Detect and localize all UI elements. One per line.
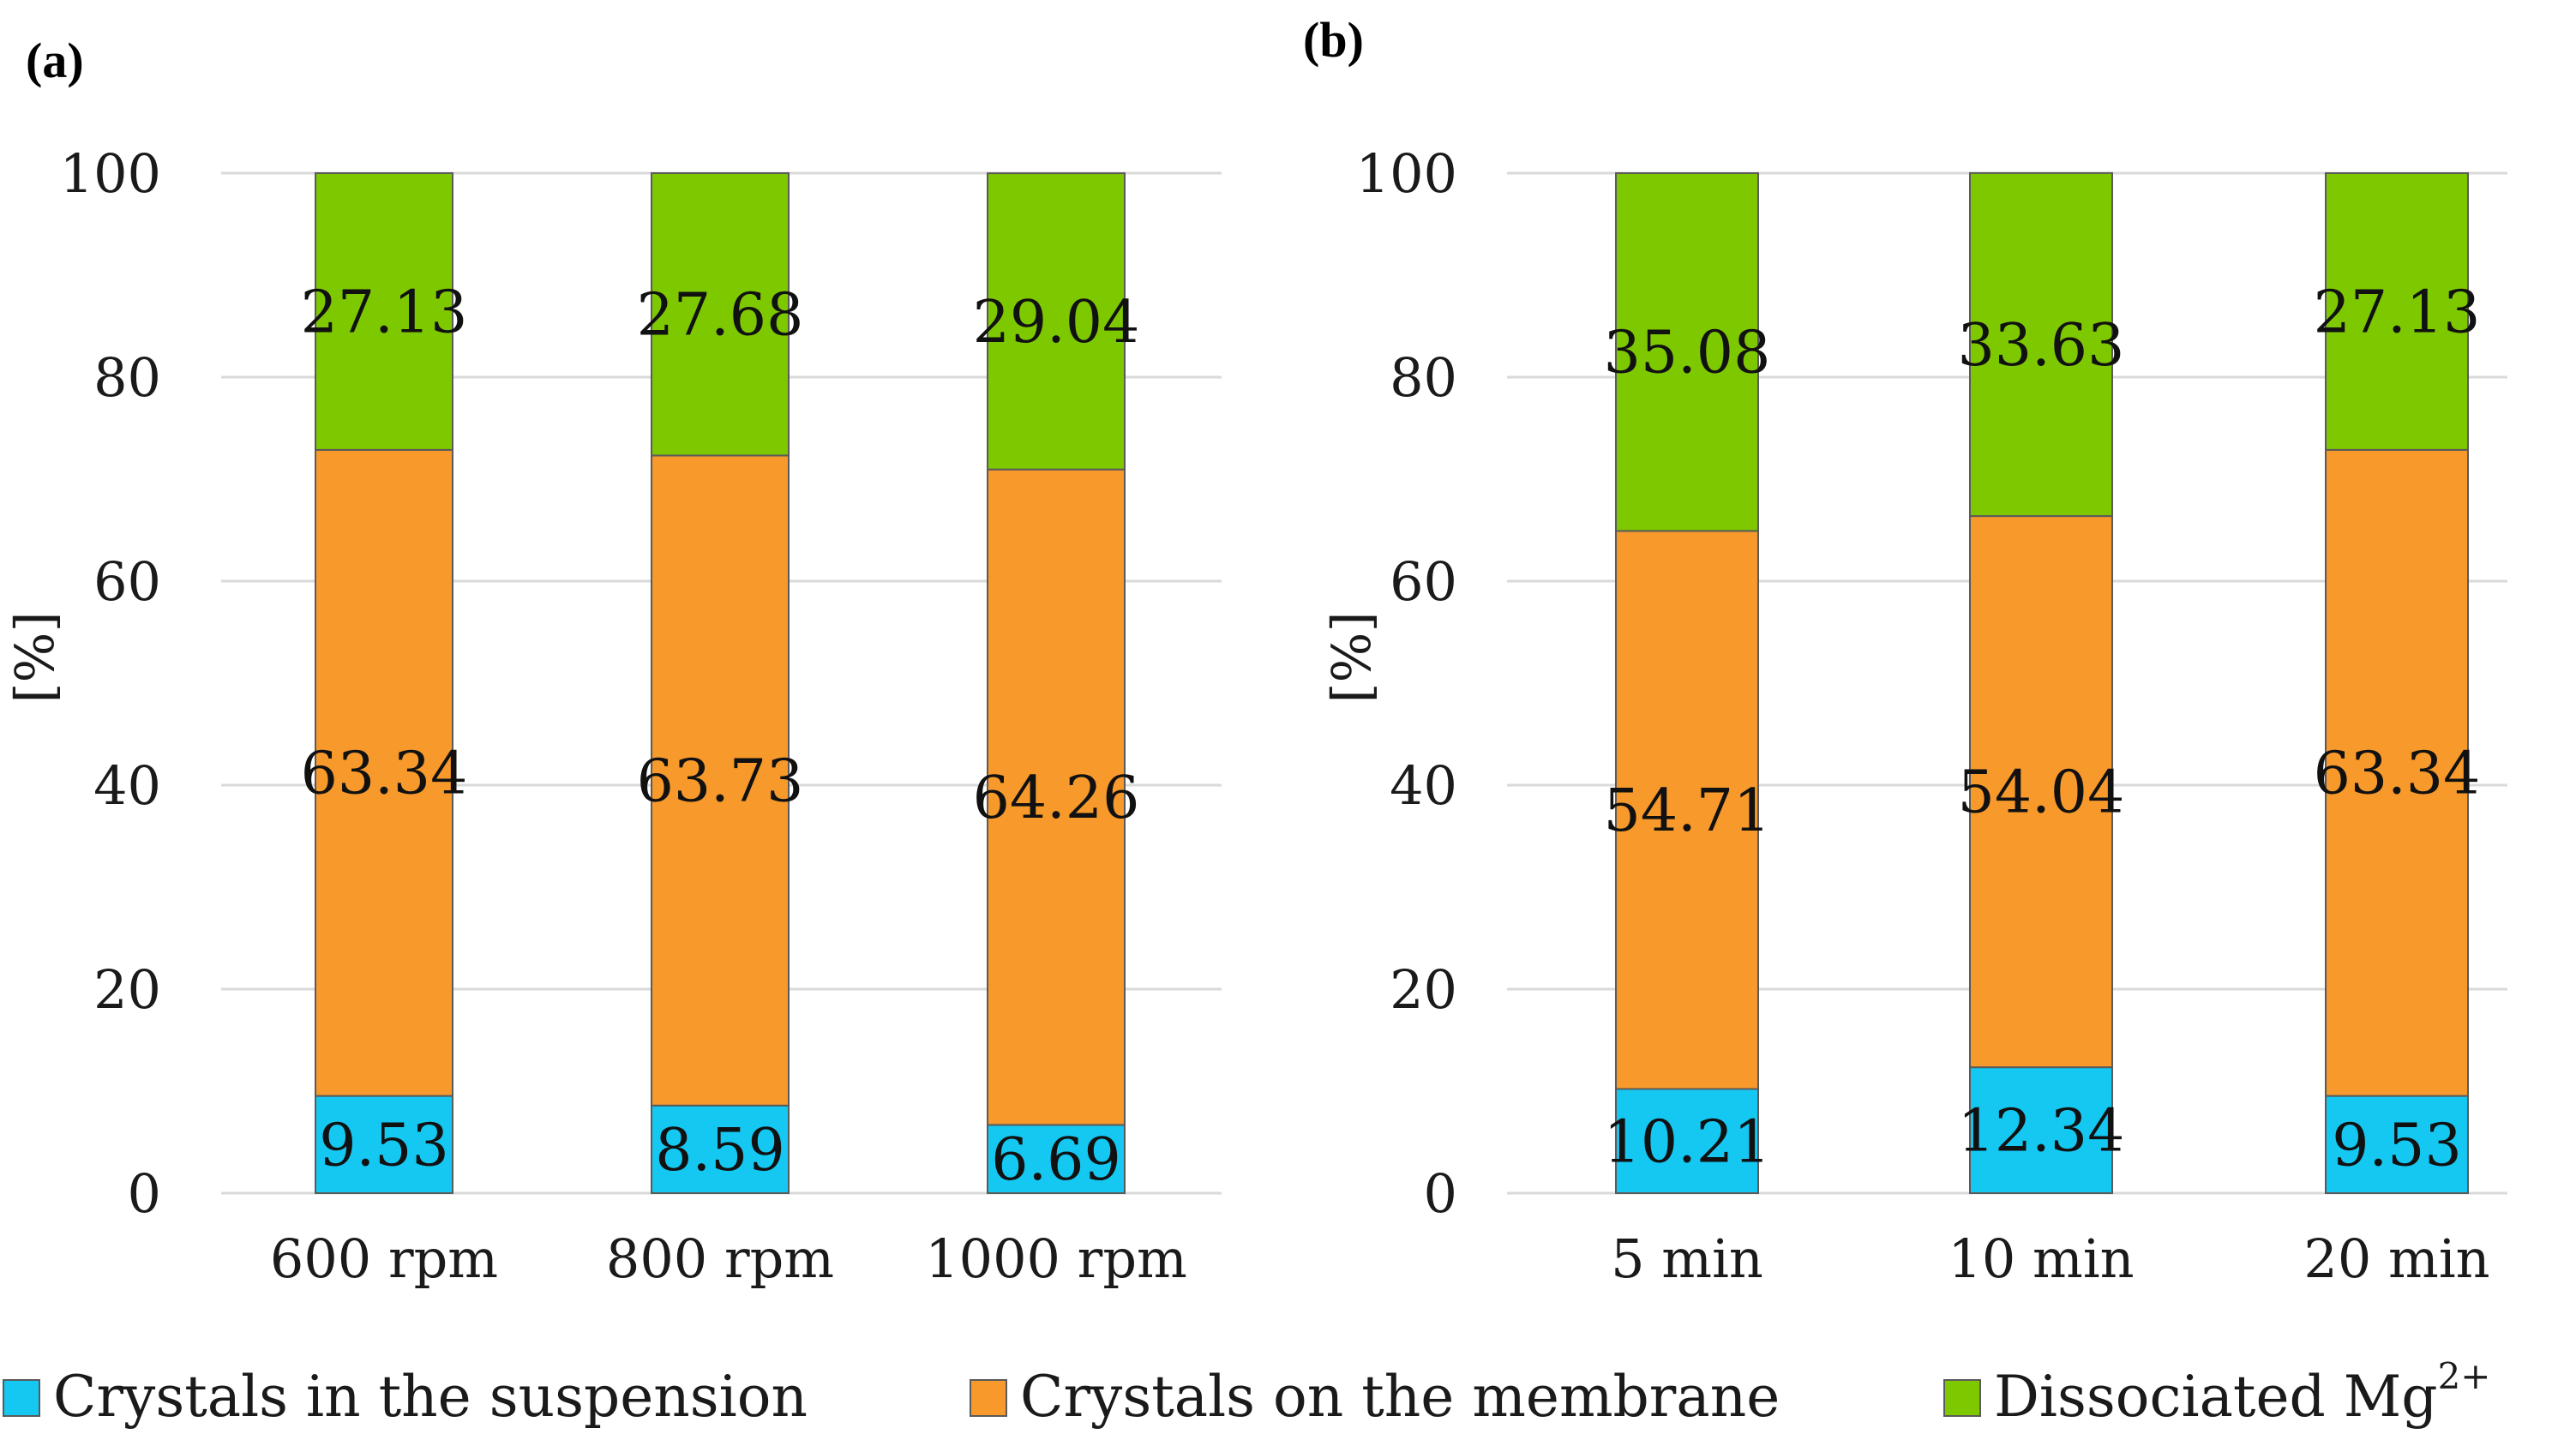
- legend-swatch-dissociated: [1943, 1379, 1981, 1417]
- bar-segment-dissociated: [315, 172, 453, 451]
- x-category-label: 600 rpm: [270, 1227, 498, 1290]
- data-label-suspension: 6.69: [991, 1126, 1120, 1194]
- data-label-membrane: 54.71: [1604, 777, 1771, 845]
- x-category-label: 1000 rpm: [925, 1227, 1187, 1290]
- y-tick-label: 40: [93, 754, 161, 817]
- chart-panel-1: (b) 0 20 40 60 80 100 [%] 10.21 54.71 35.08 5 min 12…: [1303, 12, 2507, 1290]
- bar-segment-suspension: [1969, 1066, 2113, 1195]
- y-axis-title: [%]: [3, 611, 66, 703]
- bar-segment-membrane: [315, 448, 453, 1097]
- data-label-dissociated: 35.08: [1604, 320, 1771, 387]
- data-label-suspension: 9.53: [2332, 1112, 2461, 1179]
- data-label-dissociated: 27.13: [2314, 279, 2481, 346]
- bar-segment-suspension: [1615, 1088, 1759, 1194]
- y-tick-label: 80: [93, 346, 161, 409]
- bar-segment-dissociated: [2325, 172, 2469, 451]
- legend: Crystals in the suspension Crystals on t…: [3, 1355, 2490, 1430]
- legend-label-membrane: Crystals on the membrane: [1020, 1364, 1780, 1430]
- y-tick-label: 60: [1390, 550, 1457, 613]
- data-label-suspension: 10.21: [1604, 1108, 1771, 1176]
- y-tick-label: 60: [93, 550, 161, 613]
- legend-swatch-membrane: [970, 1379, 1007, 1417]
- data-label-dissociated: 29.04: [973, 289, 1140, 357]
- x-category-label: 10 min: [1948, 1227, 2134, 1290]
- data-label-membrane: 54.04: [1958, 759, 2125, 827]
- bar-segment-suspension: [315, 1095, 453, 1195]
- bar-segment-membrane: [651, 454, 790, 1107]
- bar-segment-membrane: [2325, 448, 2469, 1097]
- y-tick-label: 0: [128, 1162, 161, 1225]
- y-axis-title: [%]: [1320, 611, 1383, 703]
- bar-segment-dissociated: [651, 172, 790, 457]
- y-tick-label: 20: [93, 958, 161, 1021]
- bar-segment-dissociated: [1615, 172, 1759, 532]
- x-category-label: 5 min: [1611, 1227, 1763, 1290]
- y-tick-label: 40: [1390, 754, 1457, 817]
- legend-swatch-suspension: [3, 1379, 40, 1417]
- y-tick-label: 0: [1424, 1162, 1457, 1225]
- y-tick-label: 20: [1390, 958, 1457, 1021]
- bar-segment-suspension: [987, 1124, 1126, 1195]
- x-category-label: 800 rpm: [606, 1227, 834, 1290]
- legend-label-dissociated-base: Dissociated Mg: [1994, 1364, 2438, 1430]
- legend-label-dissociated: Dissociated Mg2+: [1994, 1355, 2490, 1430]
- bar-segment-membrane: [987, 468, 1126, 1126]
- y-tick-label: 100: [1356, 142, 1457, 205]
- panel-tag: (b): [1303, 12, 1364, 68]
- chart-panel-0: (a) 0 20 40 60 80 100 [%] 9.53 63.34 27.13 600 rpm 8…: [3, 33, 1222, 1290]
- data-label-dissociated: 33.63: [1958, 312, 2125, 380]
- data-label-membrane: 64.26: [973, 765, 1140, 832]
- legend-label-dissociated-sup: 2+: [2438, 1355, 2491, 1397]
- bar-segment-membrane: [1615, 530, 1759, 1090]
- bar-segment-membrane: [1969, 515, 2113, 1069]
- data-label-suspension: 9.53: [319, 1112, 448, 1179]
- data-label-dissociated: 27.68: [637, 282, 804, 350]
- data-label-membrane: 63.73: [637, 748, 804, 816]
- data-label-membrane: 63.34: [2314, 741, 2481, 808]
- data-label-suspension: 8.59: [655, 1117, 784, 1185]
- data-label-suspension: 12.34: [1958, 1098, 2125, 1166]
- y-tick-label: 80: [1390, 346, 1457, 409]
- panel-tag: (a): [26, 33, 84, 88]
- y-tick-label: 100: [60, 142, 161, 205]
- data-label-membrane: 63.34: [301, 741, 468, 808]
- x-category-label: 20 min: [2303, 1227, 2489, 1290]
- bar-segment-suspension: [2325, 1095, 2469, 1195]
- chart-panels: (a) 0 20 40 60 80 100 [%] 9.53 63.34 27.13 600 rpm 8…: [3, 12, 2507, 1290]
- bar-segment-dissociated: [987, 172, 1126, 471]
- bar-segment-dissociated: [1969, 171, 2113, 518]
- data-label-dissociated: 27.13: [301, 279, 468, 346]
- legend-label-suspension: Crystals in the suspension: [53, 1364, 808, 1430]
